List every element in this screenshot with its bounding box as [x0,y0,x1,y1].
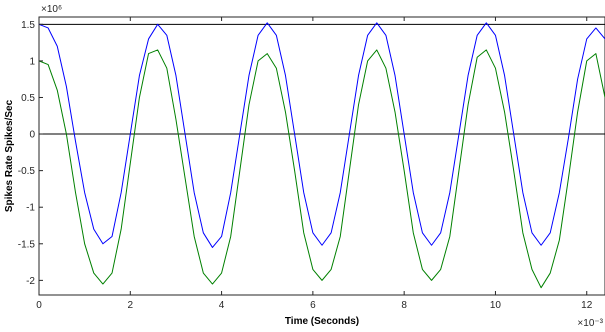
x-axis-multiplier: ×10⁻³ [577,318,603,329]
y-axis-ticks: 1.5 1 0.5 0 -0.5 -1 -1.5 -2 [18,20,43,287]
y-axis-multiplier: ×10⁶ [41,4,62,15]
x-tick-label: 12 [581,300,593,311]
reference-lines [39,23,605,135]
x-axis-label: Time (Seconds) [285,316,359,327]
x-tick-label: 8 [401,300,407,311]
y-tick-label: -1.5 [18,239,36,250]
series-line-0 [38,22,605,248]
y-tick-label: 0 [29,130,35,141]
x-tick-label: 6 [310,300,316,311]
y-tick-label: 1 [29,56,35,67]
y-tick-label: -1 [26,203,35,214]
y-tick-label: -0.5 [18,166,36,177]
y-axis-label: Spikes Rate Spikes/Sec [4,99,15,212]
x-tick-label: 4 [219,300,225,311]
x-tick-label: 2 [128,300,134,311]
plot-area [38,16,605,296]
y-tick-label: -2 [26,276,35,287]
x-tick-label: 0 [36,300,42,311]
x-tick-label: 10 [490,300,502,311]
y-tick-label: 0.5 [21,93,35,104]
series-line-1 [38,49,605,289]
y-tick-label: 1.5 [21,20,35,31]
x-axis-ticks: 0 2 4 6 8 10 12 [36,17,593,311]
series-layer [38,22,605,289]
